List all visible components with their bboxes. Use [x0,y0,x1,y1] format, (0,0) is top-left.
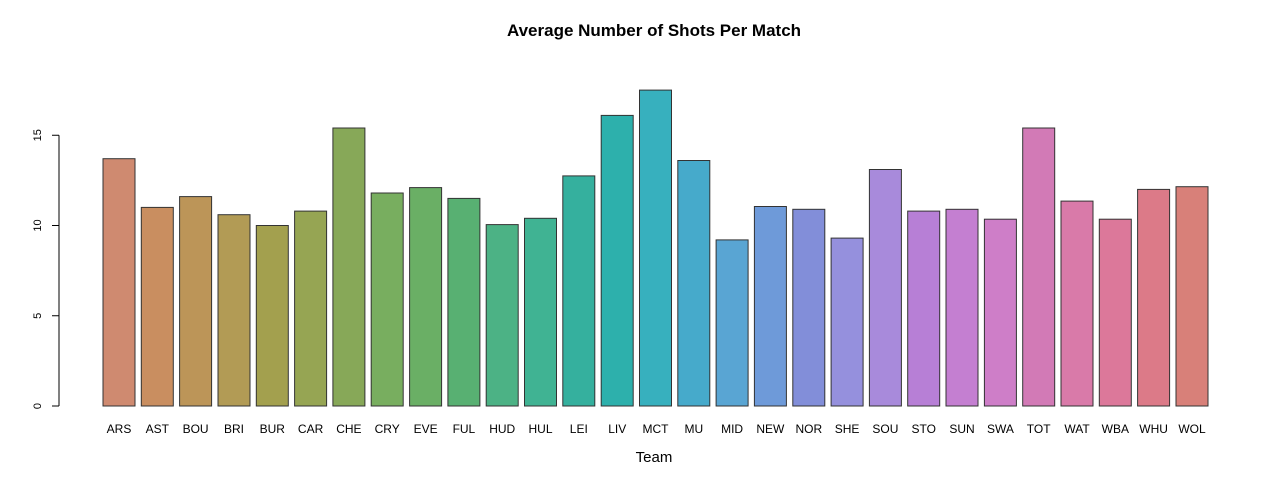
bar-hud [485,224,519,407]
x-tick-label-eve: EVE [414,422,438,436]
x-tick-label-sun: SUN [949,422,974,436]
bar-sun [945,208,979,407]
bar-ful [447,197,481,407]
x-tick-label-mct: MCT [643,422,670,436]
x-tick-label-hul: HUL [528,422,552,436]
x-tick-labels: ARS AST BOU BRI BUR CAR CHE CRY EVE FUL HUD HUL LEI L… [107,422,1206,436]
x-tick-label-sto: STO [911,422,935,436]
x-tick-label-lei: LEI [570,422,588,436]
bar-wat [1060,200,1094,407]
bar-liv [600,114,634,407]
x-tick-label-car: CAR [298,422,324,436]
bar-bou [179,196,213,407]
y-axis: 0 5 10 15 [32,129,60,409]
bar-lei [562,175,596,407]
x-tick-label-wol: WOL [1178,422,1206,436]
x-tick-label-cry: CRY [375,422,400,436]
bar-new [753,206,787,407]
bar-mid [715,239,749,407]
y-tick-label-0: 0 [32,403,44,409]
bar-ast [140,206,174,407]
x-tick-label-hud: HUD [489,422,515,436]
x-axis-label: Team [636,449,673,466]
x-tick-label-she: SHE [835,422,860,436]
bar-sto [907,210,941,407]
x-tick-label-new: NEW [756,422,785,436]
bar-mct [639,89,672,407]
y-tick-label-5: 5 [32,313,44,319]
x-tick-label-ful: FUL [453,422,476,436]
bar-tot [1022,127,1056,407]
x-tick-label-ast: AST [146,422,170,436]
bar-wba [1098,218,1132,407]
bar-mu [677,160,711,407]
x-tick-label-liv: LIV [608,422,626,436]
x-tick-label-wba: WBA [1102,422,1129,436]
bar-hul [524,217,557,407]
x-tick-label-bri: BRI [224,422,244,436]
x-tick-label-mid: MID [721,422,743,436]
x-tick-label-whu: WHU [1139,422,1168,436]
x-tick-label-ars: ARS [107,422,132,436]
bar-cry [370,192,404,407]
bar-car [294,210,328,407]
x-tick-label-mu: MU [684,422,703,436]
bar-eve [409,187,443,407]
bar-nor [792,208,826,407]
bar-bri [217,214,251,407]
bar-sou [868,169,902,407]
bar-she [830,237,864,407]
x-tick-label-tot: TOT [1027,422,1051,436]
bar-swa [983,218,1017,407]
bar-ars [102,158,136,407]
x-tick-label-sou: SOU [872,422,898,436]
x-tick-label-bou: BOU [183,422,209,436]
y-tick-label-10: 10 [32,219,44,231]
x-tick-label-bur: BUR [260,422,286,436]
chart-title: Average Number of Shots Per Match [507,21,801,40]
bar-che [332,127,366,407]
bars-group [102,89,1209,407]
x-tick-label-che: CHE [336,422,361,436]
bar-wol [1175,186,1209,407]
y-tick-label-15: 15 [32,129,44,141]
bar-whu [1137,188,1171,407]
bar-bur [255,225,289,407]
x-tick-label-wat: WAT [1064,422,1090,436]
x-tick-label-nor: NOR [795,422,822,436]
x-tick-label-swa: SWA [987,422,1014,436]
